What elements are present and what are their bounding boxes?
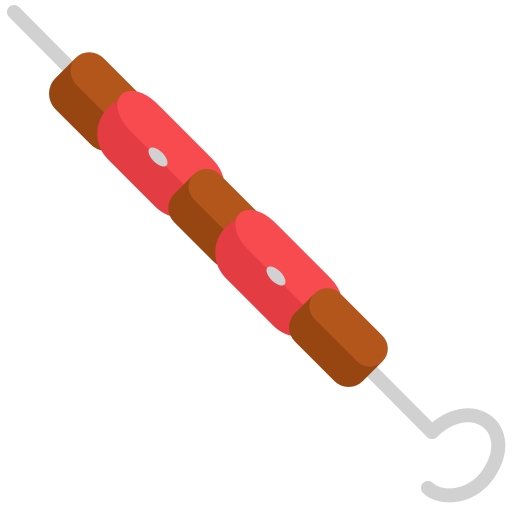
- meat-piece-3: [289, 288, 388, 387]
- skewer-hook: [421, 408, 506, 503]
